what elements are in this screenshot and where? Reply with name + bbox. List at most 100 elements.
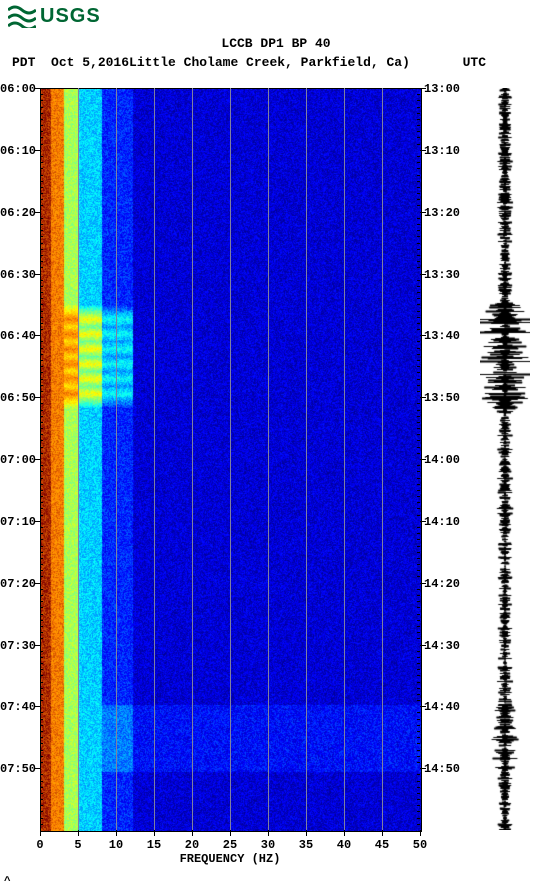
y-minor-tick-right: [417, 781, 420, 782]
y-minor-tick-left: [40, 824, 43, 825]
y-minor-tick-left: [40, 515, 43, 516]
x-tick: [268, 830, 269, 836]
grid-line: [382, 88, 383, 830]
y-minor-tick-right: [417, 682, 420, 683]
y-label-right: 13:30: [424, 268, 460, 282]
y-minor-tick-right: [417, 267, 420, 268]
y-minor-tick-left: [40, 125, 43, 126]
y-minor-tick-left: [40, 156, 43, 157]
y-minor-tick-left: [40, 805, 43, 806]
x-tick: [344, 830, 345, 836]
y-minor-tick-left: [40, 781, 43, 782]
y-minor-tick-left: [40, 428, 43, 429]
y-minor-tick-left: [40, 651, 43, 652]
y-minor-tick-right: [417, 539, 420, 540]
y-minor-tick-left: [40, 793, 43, 794]
y-minor-tick-right: [417, 249, 420, 250]
y-minor-tick-left: [40, 249, 43, 250]
y-label-left: 07:20: [0, 577, 36, 591]
footer-mark: ^: [4, 876, 11, 888]
x-tick: [192, 830, 193, 836]
y-label-right: 14:10: [424, 515, 460, 529]
y-minor-tick-right: [417, 119, 420, 120]
y-minor-tick-right: [417, 750, 420, 751]
x-tick: [40, 830, 41, 836]
y-minor-tick-left: [40, 100, 43, 101]
y-minor-tick-right: [417, 410, 420, 411]
y-minor-tick-left: [40, 576, 43, 577]
y-label-right: 13:10: [424, 144, 460, 158]
y-label-left: 06:10: [0, 144, 36, 158]
y-minor-tick-right: [417, 675, 420, 676]
y-label-left: 07:50: [0, 762, 36, 776]
y-minor-tick-left: [40, 787, 43, 788]
y-minor-tick-right: [417, 403, 420, 404]
y-minor-tick-right: [417, 552, 420, 553]
y-minor-tick-left: [40, 465, 43, 466]
y-minor-tick-right: [417, 601, 420, 602]
y-minor-tick-right: [417, 564, 420, 565]
y-minor-tick-right: [417, 372, 420, 373]
y-minor-tick-left: [40, 811, 43, 812]
y-minor-tick-right: [417, 422, 420, 423]
y-label-left: 07:00: [0, 453, 36, 467]
y-minor-tick-right: [417, 181, 420, 182]
y-minor-tick-left: [40, 434, 43, 435]
grid-line: [192, 88, 193, 830]
y-minor-tick-left: [40, 181, 43, 182]
x-label: 50: [413, 838, 427, 852]
spectrogram-plot: [40, 88, 420, 830]
y-label-right: 13:00: [424, 82, 460, 96]
y-label-left: 06:00: [0, 82, 36, 96]
y-minor-tick-left: [40, 205, 43, 206]
y-minor-tick-left: [40, 694, 43, 695]
y-label-right: 14:20: [424, 577, 460, 591]
location-label: Little Cholame Creek, Parkfield, Ca): [129, 55, 410, 70]
y-minor-tick-right: [417, 818, 420, 819]
x-label: 35: [299, 838, 313, 852]
y-minor-tick-left: [40, 113, 43, 114]
y-minor-tick-right: [417, 304, 420, 305]
y-minor-tick-right: [417, 527, 420, 528]
y-minor-tick-left: [40, 304, 43, 305]
y-minor-tick-left: [40, 230, 43, 231]
chart-title: LCCB DP1 BP 40: [0, 36, 552, 51]
y-minor-tick-right: [417, 515, 420, 516]
y-minor-tick-left: [40, 255, 43, 256]
y-label-left: 06:20: [0, 206, 36, 220]
y-minor-tick-left: [40, 298, 43, 299]
x-label: 45: [375, 838, 389, 852]
y-minor-tick-left: [40, 416, 43, 417]
y-minor-tick-left: [40, 595, 43, 596]
y-minor-tick-left: [40, 669, 43, 670]
y-minor-tick-right: [417, 811, 420, 812]
y-minor-tick-right: [417, 243, 420, 244]
seismogram-panel: [480, 88, 530, 830]
y-minor-tick-right: [417, 471, 420, 472]
y-minor-tick-right: [417, 570, 420, 571]
y-minor-tick-right: [417, 799, 420, 800]
y-minor-tick-right: [417, 366, 420, 367]
y-minor-tick-right: [417, 626, 420, 627]
grid-line: [306, 88, 307, 830]
x-tick: [420, 830, 421, 836]
chart-subtitle: PDT Oct 5,2016Little Cholame Creek, Park…: [0, 55, 552, 70]
grid-line: [268, 88, 269, 830]
x-tick: [154, 830, 155, 836]
y-minor-tick-right: [417, 341, 420, 342]
y-minor-tick-right: [417, 447, 420, 448]
y-minor-tick-left: [40, 187, 43, 188]
y-minor-tick-right: [417, 589, 420, 590]
y-minor-tick-left: [40, 756, 43, 757]
y-minor-tick-left: [40, 131, 43, 132]
y-minor-tick-right: [417, 311, 420, 312]
y-minor-tick-left: [40, 280, 43, 281]
y-minor-tick-left: [40, 354, 43, 355]
y-minor-tick-left: [40, 508, 43, 509]
y-minor-tick-left: [40, 422, 43, 423]
y-minor-tick-left: [40, 564, 43, 565]
y-label-right: 14:50: [424, 762, 460, 776]
y-minor-tick-left: [40, 632, 43, 633]
y-label-left: 07:30: [0, 639, 36, 653]
y-minor-tick-left: [40, 341, 43, 342]
